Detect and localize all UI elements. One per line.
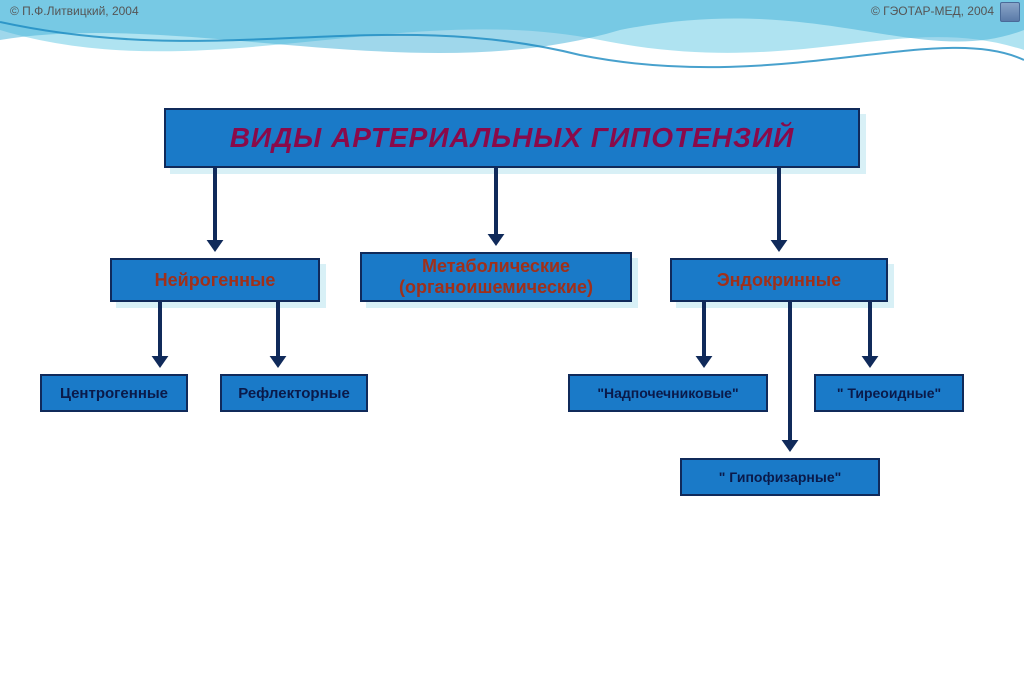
thyroid-label: " Тиреоидные"	[837, 385, 941, 401]
arrows-layer	[0, 0, 1024, 681]
thyroid-box: " Тиреоидные"	[814, 374, 964, 412]
title-label: ВИДЫ АРТЕРИАЛЬНЫХ ГИПОТЕНЗИЙ	[230, 122, 795, 154]
centro-label: Центрогенные	[60, 385, 168, 402]
metab-label: Метаболические (органоишемические)	[370, 256, 622, 298]
pituit-label: " Гипофизарные"	[719, 469, 842, 485]
wave-header	[0, 0, 1024, 120]
copyright-right: © ГЭОТАР-МЕД, 2004	[871, 4, 994, 18]
title-box: ВИДЫ АРТЕРИАЛЬНЫХ ГИПОТЕНЗИЙ	[164, 108, 860, 168]
neuro-box: Нейрогенные	[110, 258, 320, 302]
nav-icon[interactable]	[1000, 2, 1020, 22]
endo-label: Эндокринные	[717, 270, 841, 291]
adrenal-label: "Надпочечниковые"	[597, 385, 738, 401]
neuro-label: Нейрогенные	[155, 270, 276, 291]
pituit-box: " Гипофизарные"	[680, 458, 880, 496]
endo-box: Эндокринные	[670, 258, 888, 302]
reflex-box: Рефлекторные	[220, 374, 368, 412]
adrenal-box: "Надпочечниковые"	[568, 374, 768, 412]
centro-box: Центрогенные	[40, 374, 188, 412]
copyright-left: © П.Ф.Литвицкий, 2004	[10, 4, 139, 18]
metab-box: Метаболические (органоишемические)	[360, 252, 632, 302]
wave-path-3	[0, 22, 1024, 67]
reflex-label: Рефлекторные	[238, 385, 350, 402]
